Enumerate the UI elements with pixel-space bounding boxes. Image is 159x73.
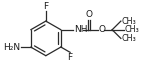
Text: O: O: [98, 25, 105, 34]
Text: F: F: [68, 53, 73, 62]
Text: O: O: [85, 10, 92, 19]
Text: F: F: [43, 2, 48, 11]
Text: CH₃: CH₃: [122, 17, 137, 26]
Text: CH₃: CH₃: [122, 34, 137, 43]
Text: H₂N: H₂N: [3, 43, 20, 52]
Text: CH₃: CH₃: [125, 25, 139, 34]
Text: NH: NH: [74, 25, 87, 34]
